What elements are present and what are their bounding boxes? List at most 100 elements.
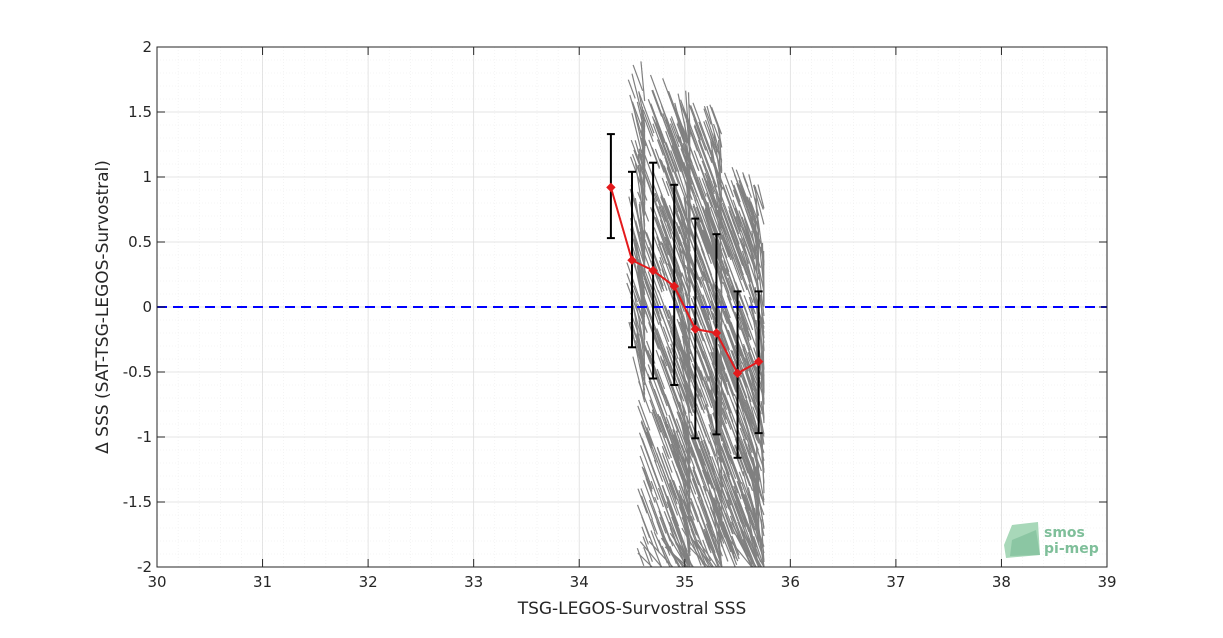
scatter-point [713,497,723,521]
scatter-point [637,488,648,514]
scatter-point [697,496,717,548]
y-tick-label: -2 [137,558,152,576]
scatter-point [747,493,756,511]
scatter-point [676,411,698,466]
scatter-point [742,539,753,565]
scatter-point [759,433,765,484]
scatter-point [641,438,664,496]
y-tick-label: 0.5 [128,233,152,251]
scatter-point [641,526,649,545]
scatter-point [700,218,725,279]
scatter-point [679,494,692,522]
scatter-point [680,148,690,171]
scatter-point [692,205,718,272]
scatter-point [687,179,697,202]
scatter-point [720,445,742,500]
scatter-point [669,118,680,143]
scatter-point [690,421,707,463]
scatter-point [668,483,678,505]
scatter-point [748,197,760,231]
scatter-point [674,243,691,287]
scatter-point [680,475,691,501]
scatter-point [669,129,687,172]
scatter-point [688,424,713,489]
scatter-point [650,480,659,500]
scatter-point [720,350,745,412]
scatter-point [648,380,667,428]
scatter-point [638,179,648,201]
scatter-point [743,244,760,291]
scatter-point [694,228,705,255]
scatter-point [656,446,672,484]
scatter-point [642,467,653,492]
scatter-point [686,121,691,159]
scatter-point [686,167,707,218]
scatter-point [670,116,680,139]
scatter-point [735,409,753,454]
scatter-point [665,142,678,172]
scatter-point [657,487,673,525]
scatter-point [702,229,724,284]
scatter-point [743,406,758,441]
scatter-point [647,364,668,416]
scatter-point [642,109,654,137]
scatter-point [651,518,658,535]
mean-point [669,281,679,291]
scatter-point [685,120,699,152]
scatter-point [659,109,681,165]
scatter-point [661,545,673,568]
scatter-point [643,229,668,291]
scatter-point [709,432,720,456]
scatter-point [705,523,722,565]
scatter-point [740,481,765,547]
scatter-point [653,459,664,482]
scatter-point [692,539,713,568]
scatter-point [746,458,764,503]
scatter-point [672,480,695,536]
scatter-point [652,205,676,266]
scatter-point [648,247,664,287]
scatter-point [729,454,742,484]
y-tick-label: -0.5 [123,363,152,381]
scatter-point [671,348,695,408]
scatter-point [711,456,724,488]
scatter-point [710,300,730,350]
scatter-point [671,145,693,201]
scatter-point [743,295,755,323]
scatter-point [734,500,758,559]
scatter-point [727,215,752,281]
scatter-point [678,273,689,297]
scatter-point [718,473,732,506]
scatter-point [727,329,745,372]
scatter-point [643,201,646,262]
x-tick-label: 32 [359,573,378,591]
scatter-point [736,449,754,492]
scatter-point [678,506,702,566]
scatter-point [703,230,716,260]
scatter-point [720,518,735,555]
scatter-point [672,450,685,481]
scatter-point [750,472,765,537]
scatter-point [737,521,757,568]
scatter-point [711,107,723,135]
scatter-point [714,329,739,392]
mean-point [606,182,616,193]
scatter-point [695,206,719,266]
scatter-point [697,140,717,187]
scatter-point [645,431,664,477]
logo-mark-shade [1010,530,1040,556]
scatter-point [643,546,652,568]
scatter-point [714,418,733,465]
y-tick-label: 0 [142,298,152,316]
scatter-point [663,444,670,460]
scatter-point [654,148,665,173]
scatter-point [741,496,765,560]
scatter-point [709,511,724,548]
scatter-point [640,420,653,449]
scatter-point [695,431,721,498]
scatter-point [728,210,736,227]
scatter-point [678,498,685,514]
scatter-point [681,272,691,294]
scatter-point [681,527,706,568]
